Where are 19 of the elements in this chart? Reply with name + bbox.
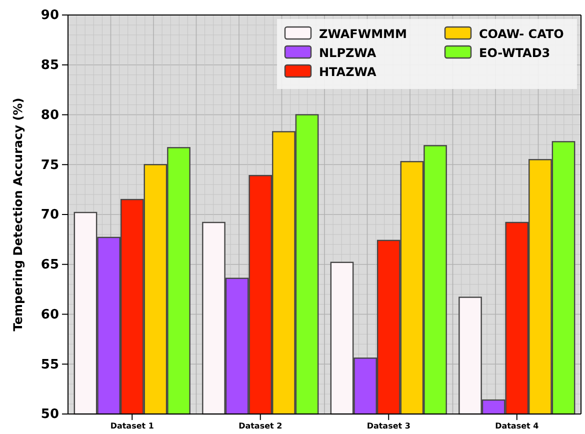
y-tick-label: 65 [40,258,59,273]
x-tick-label: Dataset 3 [366,422,410,431]
y-tick-label: 80 [40,108,59,123]
x-tick-label: Dataset 4 [495,422,540,431]
x-tick-label: Dataset 2 [238,422,282,431]
y-tick-label: 55 [40,357,59,372]
legend-label: NLPZWA [319,46,377,60]
y-axis-title: Tempering Detection Accuracy (%) [11,98,25,332]
legend-label: ZWAFWMMM [319,27,407,41]
y-tick-label: 60 [40,307,59,322]
legend-label: EO-WTAD3 [479,46,550,60]
legend-label: COAW- CATO [479,27,564,41]
y-tick-label: 50 [40,407,59,422]
legend-label: HTAZWA [319,65,377,79]
y-tick-label: 75 [40,158,59,173]
y-tick-label: 85 [40,58,59,74]
x-tick-label: Dataset 1 [110,422,154,431]
y-tick-label: 90 [40,8,59,24]
y-tick-label: 70 [40,208,59,223]
